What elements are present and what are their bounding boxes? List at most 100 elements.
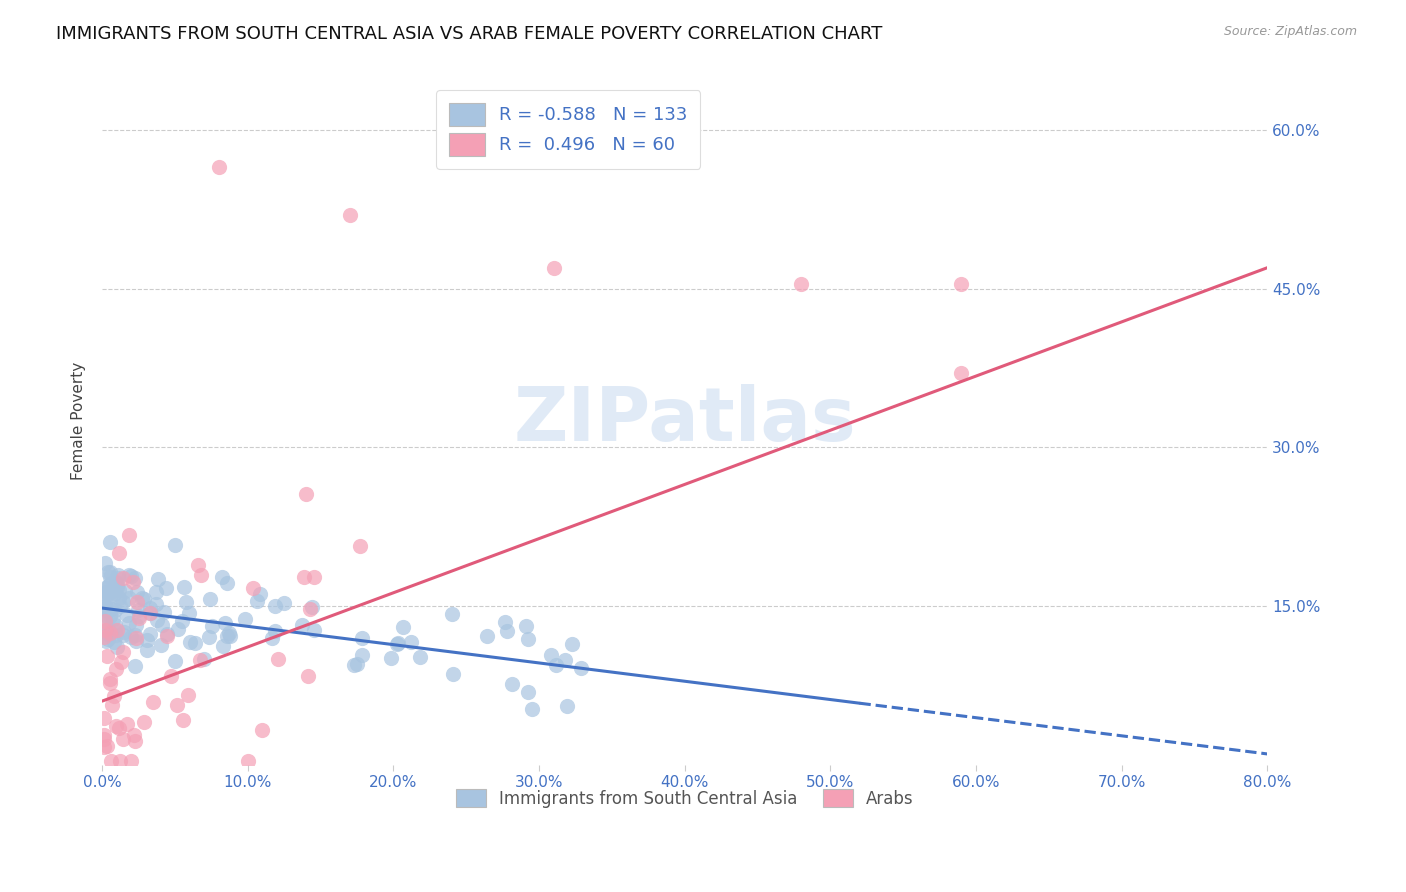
Point xyxy=(138,606,160,620)
Point xyxy=(122,728,145,742)
Point xyxy=(98,535,121,549)
Point xyxy=(167,622,190,636)
Point xyxy=(236,755,259,769)
Point xyxy=(105,577,128,591)
Point xyxy=(211,569,233,583)
Point xyxy=(127,595,149,609)
Point xyxy=(441,666,464,681)
Point xyxy=(125,618,148,632)
Point xyxy=(494,615,516,629)
Point xyxy=(105,581,128,595)
Point xyxy=(98,570,121,584)
Point xyxy=(124,633,146,648)
Point xyxy=(118,591,141,605)
Point xyxy=(555,699,578,714)
Point xyxy=(98,626,121,640)
Point xyxy=(245,594,267,608)
Point xyxy=(569,660,592,674)
Point xyxy=(177,689,200,703)
Text: IMMIGRANTS FROM SOUTH CENTRAL ASIA VS ARAB FEMALE POVERTY CORRELATION CHART: IMMIGRANTS FROM SOUTH CENTRAL ASIA VS AR… xyxy=(56,25,883,43)
Point xyxy=(135,643,157,657)
Y-axis label: Female Poverty: Female Poverty xyxy=(72,362,86,480)
Point xyxy=(166,698,188,713)
Point xyxy=(128,611,150,625)
Point xyxy=(554,653,576,667)
Point xyxy=(115,608,138,623)
Point xyxy=(107,568,129,582)
Point xyxy=(543,260,565,275)
Point xyxy=(201,619,224,633)
Point xyxy=(522,702,544,716)
Point xyxy=(163,538,186,552)
Point xyxy=(94,633,117,648)
Point xyxy=(108,582,131,597)
Point xyxy=(103,689,125,703)
Point xyxy=(136,632,159,647)
Point xyxy=(184,635,207,649)
Point xyxy=(124,571,146,585)
Point xyxy=(177,606,200,620)
Point xyxy=(101,698,124,713)
Point xyxy=(501,677,523,691)
Point xyxy=(115,717,138,731)
Point xyxy=(131,591,153,606)
Point xyxy=(122,574,145,589)
Point xyxy=(100,675,122,690)
Text: ZIPatlas: ZIPatlas xyxy=(513,384,856,458)
Point xyxy=(98,672,121,686)
Point xyxy=(250,723,273,738)
Point xyxy=(292,570,315,584)
Point xyxy=(97,632,120,647)
Point xyxy=(150,618,173,632)
Point xyxy=(148,572,170,586)
Point xyxy=(108,721,131,735)
Point xyxy=(343,658,366,673)
Point xyxy=(387,637,409,651)
Point xyxy=(124,734,146,748)
Point xyxy=(134,592,156,607)
Point xyxy=(218,625,240,640)
Point xyxy=(97,565,120,579)
Point xyxy=(94,602,117,616)
Point xyxy=(105,719,128,733)
Point xyxy=(94,612,117,626)
Point xyxy=(190,568,212,582)
Legend: Immigrants from South Central Asia, Arabs: Immigrants from South Central Asia, Arab… xyxy=(450,782,921,814)
Point xyxy=(142,695,165,709)
Point xyxy=(339,208,361,222)
Point xyxy=(187,558,209,572)
Point xyxy=(262,632,284,646)
Point xyxy=(124,658,146,673)
Point xyxy=(218,628,240,642)
Point xyxy=(302,570,325,584)
Point xyxy=(350,632,373,646)
Point xyxy=(108,546,131,560)
Point xyxy=(111,731,134,746)
Point xyxy=(139,606,162,620)
Point xyxy=(380,651,402,665)
Point xyxy=(145,584,167,599)
Point xyxy=(93,711,115,725)
Point xyxy=(108,591,131,606)
Point xyxy=(295,487,318,501)
Point xyxy=(172,714,194,728)
Point xyxy=(101,612,124,626)
Point xyxy=(112,625,135,640)
Point xyxy=(517,632,540,646)
Point xyxy=(100,755,122,769)
Point xyxy=(139,627,162,641)
Point xyxy=(139,601,162,615)
Point xyxy=(193,652,215,666)
Point xyxy=(97,627,120,641)
Point xyxy=(350,648,373,662)
Point xyxy=(125,585,148,599)
Point xyxy=(96,587,118,601)
Point xyxy=(399,635,422,649)
Point xyxy=(950,367,973,381)
Text: Source: ZipAtlas.com: Source: ZipAtlas.com xyxy=(1223,25,1357,38)
Point xyxy=(98,577,121,591)
Point xyxy=(214,616,236,631)
Point xyxy=(188,652,211,666)
Point xyxy=(98,577,121,591)
Point xyxy=(790,277,813,291)
